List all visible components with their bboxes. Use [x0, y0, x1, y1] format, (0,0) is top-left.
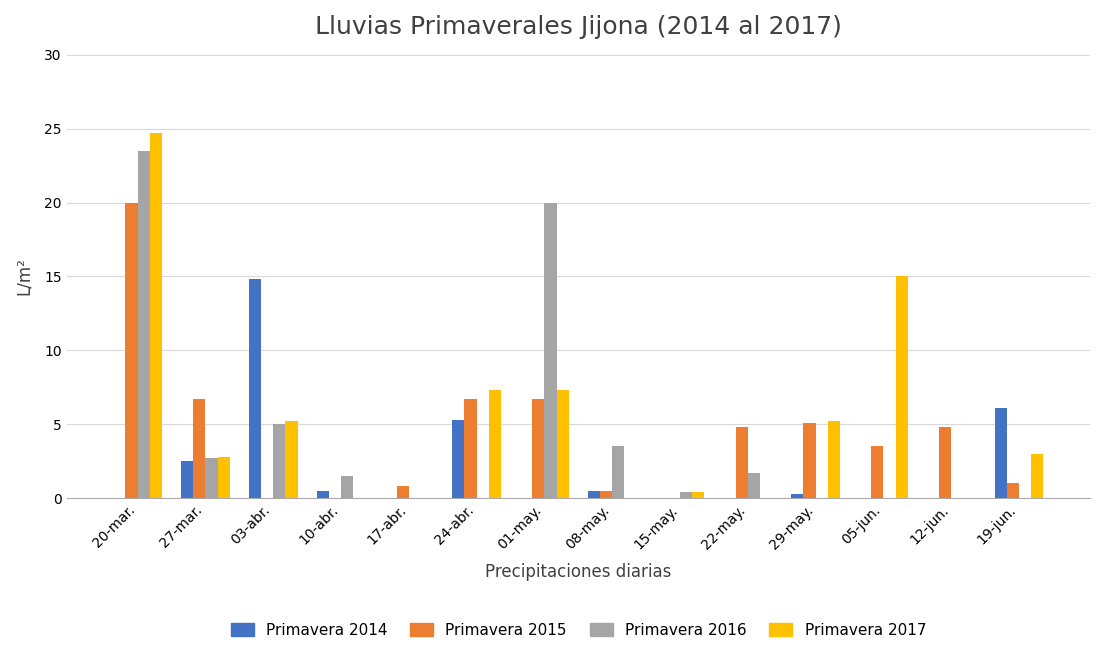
Bar — [464, 399, 476, 498]
Bar — [181, 461, 193, 498]
Bar — [803, 423, 815, 498]
Bar — [791, 493, 803, 498]
Bar — [1007, 483, 1019, 498]
Bar — [273, 424, 285, 498]
Legend: Primavera 2014, Primavera 2015, Primavera 2016, Primavera 2017: Primavera 2014, Primavera 2015, Primaver… — [224, 616, 933, 643]
Bar — [1031, 454, 1043, 498]
Bar — [680, 492, 692, 498]
Bar — [736, 427, 748, 498]
Bar — [397, 486, 409, 498]
Bar — [939, 427, 951, 498]
Bar — [557, 390, 569, 498]
Y-axis label: L/m²: L/m² — [15, 258, 33, 295]
Bar — [488, 390, 501, 498]
Bar — [341, 476, 354, 498]
Bar — [994, 408, 1007, 498]
Bar — [748, 473, 760, 498]
Bar — [612, 446, 624, 498]
Bar — [828, 421, 840, 498]
X-axis label: Precipitaciones diarias: Precipitaciones diarias — [485, 563, 672, 581]
Bar — [692, 492, 704, 498]
Bar — [125, 203, 137, 498]
Bar — [137, 151, 150, 498]
Bar — [533, 399, 545, 498]
Bar — [896, 276, 908, 498]
Bar — [218, 457, 230, 498]
Bar — [193, 399, 206, 498]
Bar — [588, 491, 600, 498]
Bar — [316, 491, 329, 498]
Bar — [600, 491, 612, 498]
Title: Lluvias Primaverales Jijona (2014 al 2017): Lluvias Primaverales Jijona (2014 al 201… — [315, 15, 842, 39]
Bar — [249, 280, 261, 498]
Bar — [871, 446, 884, 498]
Bar — [545, 203, 557, 498]
Bar — [452, 420, 464, 498]
Bar — [206, 458, 218, 498]
Bar — [285, 421, 297, 498]
Bar — [150, 133, 162, 498]
